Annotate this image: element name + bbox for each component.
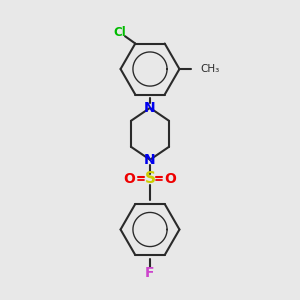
Text: O: O xyxy=(165,172,176,186)
Text: S: S xyxy=(145,171,155,186)
Text: N: N xyxy=(144,101,156,115)
Text: Cl: Cl xyxy=(114,26,126,39)
Text: N: N xyxy=(144,153,156,167)
Text: CH₃: CH₃ xyxy=(201,64,220,74)
Text: F: F xyxy=(145,266,155,280)
Text: O: O xyxy=(124,172,135,186)
